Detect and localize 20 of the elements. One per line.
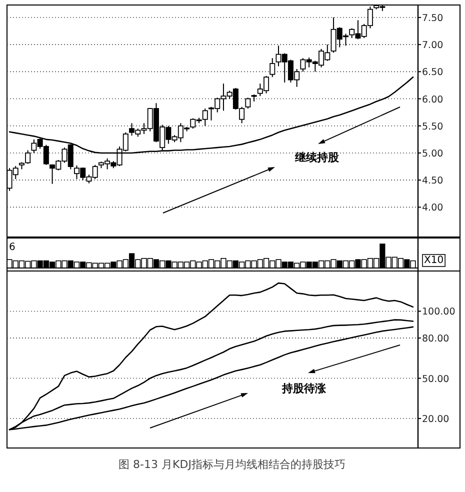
y-tick-label: 6.00 — [422, 94, 444, 106]
text: X10 — [424, 255, 444, 266]
candlestick — [25, 150, 31, 164]
y-tick-label: 7.50 — [422, 12, 444, 24]
y-tick-label: 4.00 — [422, 202, 444, 214]
annotation: 继续持股 — [294, 151, 340, 164]
candlestick — [270, 58, 276, 78]
y-tick-label: 6.50 — [422, 67, 444, 78]
y-tick-label: 20.00 — [422, 414, 450, 425]
y-tick-label: 50.00 — [422, 374, 450, 385]
caption: 图 8-13 月KDJ指标与月均线相结合的持股技巧 — [118, 458, 346, 471]
candlestick — [245, 97, 251, 110]
y-tick-label: 5.00 — [422, 148, 444, 160]
y-tick-label: 80.00 — [422, 334, 450, 345]
annotation: 6 — [9, 242, 16, 253]
y-tick-label: 5.50 — [422, 121, 444, 132]
y-tick-label: 4.50 — [422, 176, 444, 187]
annotation: 持股待涨 — [281, 382, 327, 395]
y-tick-label: 100.00 — [422, 306, 456, 318]
y-tick-label: 7.00 — [422, 40, 444, 52]
